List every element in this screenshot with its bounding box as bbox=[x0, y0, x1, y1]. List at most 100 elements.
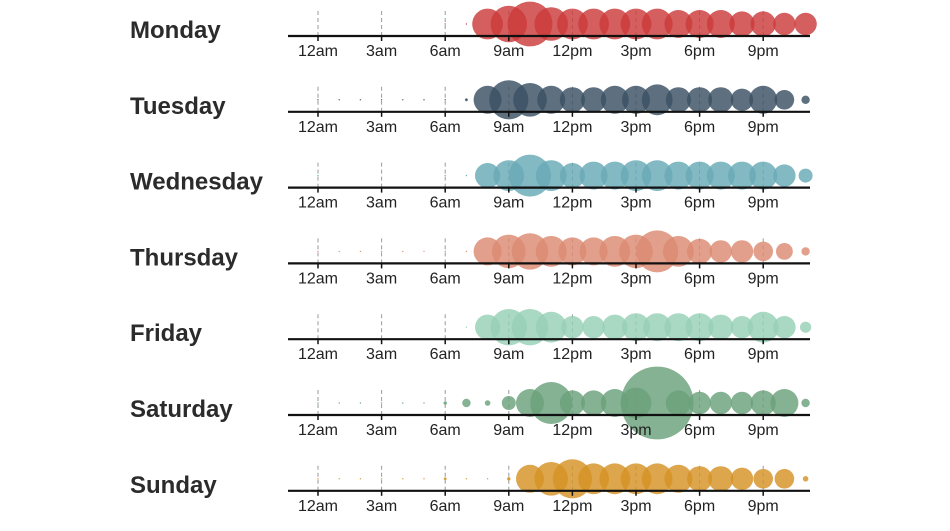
bubble bbox=[465, 250, 468, 253]
bubble bbox=[708, 87, 734, 113]
bubble bbox=[380, 99, 383, 101]
bubble bbox=[664, 10, 693, 38]
bubble bbox=[579, 237, 608, 266]
bubble bbox=[749, 85, 778, 114]
x-tick-label: 3pm bbox=[620, 346, 651, 363]
bubble bbox=[380, 250, 383, 253]
bubble bbox=[801, 95, 810, 105]
bubble bbox=[708, 314, 734, 340]
x-tick-label: 6am bbox=[430, 43, 461, 60]
x-tick-label: 12pm bbox=[552, 119, 592, 136]
bubble bbox=[770, 389, 799, 417]
x-tick-label: 9am bbox=[493, 498, 524, 515]
bubble bbox=[359, 478, 362, 480]
bubble bbox=[465, 174, 468, 177]
bubble bbox=[338, 250, 340, 253]
bubble bbox=[557, 8, 588, 40]
x-tick-label: 12am bbox=[298, 119, 338, 136]
x-tick-label: 9pm bbox=[748, 270, 779, 287]
x-tick-label: 12pm bbox=[552, 498, 592, 515]
x-tick-label: 3pm bbox=[620, 498, 651, 515]
x-tick-label: 12pm bbox=[552, 422, 592, 439]
bubble bbox=[559, 163, 586, 189]
x-tick-label: 9pm bbox=[748, 195, 779, 212]
day-label: Saturday bbox=[130, 396, 233, 423]
x-tick-label: 9am bbox=[493, 195, 524, 212]
bubble bbox=[380, 478, 383, 480]
bubble bbox=[773, 164, 796, 187]
bubble bbox=[620, 463, 652, 495]
x-tick-label: 12pm bbox=[552, 346, 592, 363]
x-tick-label: 9pm bbox=[748, 422, 779, 439]
x-tick-label: 6am bbox=[430, 498, 461, 515]
bubble bbox=[444, 174, 446, 177]
bubble bbox=[507, 477, 511, 481]
x-tick-label: 3am bbox=[366, 346, 397, 363]
bubble bbox=[665, 87, 692, 113]
bubble bbox=[730, 316, 754, 339]
bubble bbox=[443, 401, 447, 405]
bubble bbox=[338, 402, 340, 404]
bubble bbox=[578, 463, 609, 495]
bubble bbox=[581, 87, 607, 113]
bubble bbox=[706, 161, 735, 190]
bubble bbox=[753, 241, 773, 262]
bubble bbox=[423, 478, 425, 480]
bubble bbox=[558, 237, 587, 266]
x-tick-label: 3am bbox=[366, 270, 397, 287]
x-tick-label: 6am bbox=[430, 119, 461, 136]
bubble bbox=[708, 466, 734, 492]
bubble bbox=[801, 247, 810, 256]
bubble bbox=[423, 402, 425, 404]
day-label: Friday bbox=[130, 320, 203, 347]
bubble bbox=[359, 99, 362, 101]
bubble bbox=[530, 382, 573, 424]
bubble bbox=[664, 161, 693, 190]
bubble bbox=[380, 402, 383, 404]
bubble bbox=[535, 311, 567, 343]
bubble bbox=[535, 236, 567, 267]
x-tick-label: 6pm bbox=[684, 498, 715, 515]
bubble bbox=[402, 250, 404, 253]
x-tick-label: 3am bbox=[366, 498, 397, 515]
bubble bbox=[801, 398, 810, 408]
bubble bbox=[685, 313, 714, 342]
x-tick-label: 3pm bbox=[620, 195, 651, 212]
bubble bbox=[730, 467, 754, 490]
bubble bbox=[706, 10, 735, 38]
bubble bbox=[443, 477, 447, 481]
bubble bbox=[465, 23, 468, 25]
bubble bbox=[641, 84, 673, 116]
bubble bbox=[622, 313, 650, 342]
bubble bbox=[599, 8, 631, 40]
bubble bbox=[465, 326, 468, 328]
bubble bbox=[753, 469, 773, 489]
bubble bbox=[665, 390, 692, 416]
x-tick-label: 9pm bbox=[748, 43, 779, 60]
x-tick-label: 9am bbox=[493, 270, 524, 287]
bubble bbox=[709, 391, 732, 415]
bubble bbox=[486, 478, 489, 480]
bubble bbox=[641, 463, 673, 495]
x-tick-label: 12am bbox=[298, 43, 338, 60]
x-tick-label: 3pm bbox=[620, 43, 651, 60]
bubble bbox=[685, 161, 714, 190]
x-tick-label: 12pm bbox=[552, 270, 592, 287]
bubble bbox=[774, 90, 795, 110]
x-tick-label: 6am bbox=[430, 346, 461, 363]
bubble bbox=[317, 174, 319, 177]
bubble bbox=[728, 161, 756, 190]
bubble bbox=[578, 8, 609, 40]
x-tick-label: 3am bbox=[366, 422, 397, 439]
x-tick-label: 12pm bbox=[552, 195, 592, 212]
bubble bbox=[620, 366, 694, 440]
day-row-saturday: Saturday 12am 3am 6am 9am 12pm 3pm 6pm 9pm bbox=[130, 366, 810, 440]
x-tick-label: 12am bbox=[298, 270, 338, 287]
day-label: Tuesday bbox=[130, 93, 226, 120]
bubble bbox=[773, 316, 796, 339]
bubble bbox=[774, 469, 795, 489]
bubble bbox=[664, 313, 693, 342]
bubble bbox=[444, 23, 446, 25]
bubble bbox=[798, 168, 813, 183]
bubble bbox=[709, 240, 732, 263]
